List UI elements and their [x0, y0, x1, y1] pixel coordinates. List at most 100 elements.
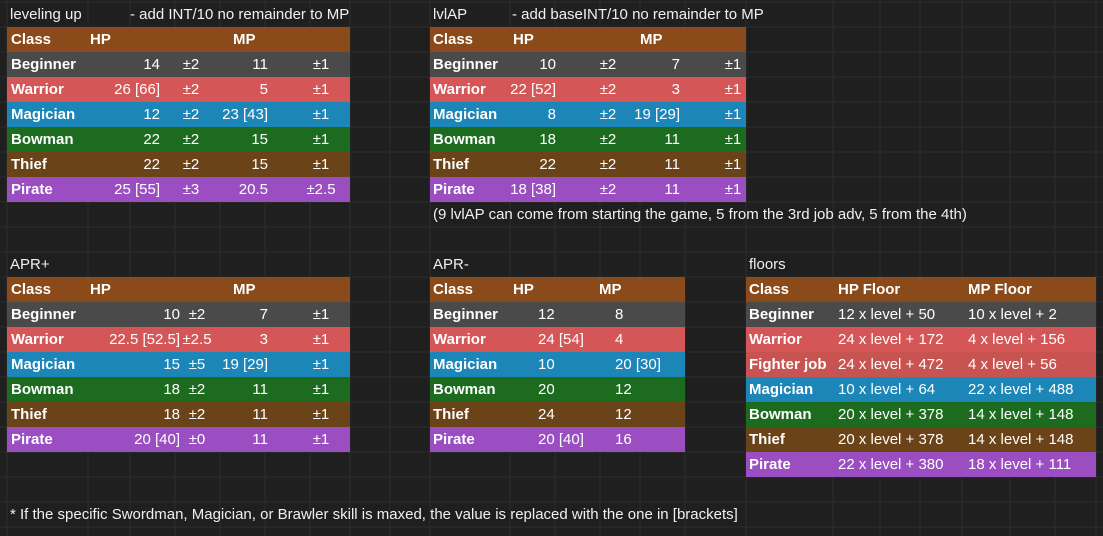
floors-row-fighter-job — [746, 352, 1096, 377]
floors-row-thief — [746, 427, 1096, 452]
apr-plus-header-mp: MP — [233, 281, 256, 298]
lvlap-magician-mpv: ±1 — [724, 106, 742, 123]
lvlap-magician-hp: 8 — [547, 106, 556, 123]
leveling-up-thief-mpv: ±1 — [312, 156, 330, 173]
apr-plus-beginner-hp: 10 — [163, 306, 180, 323]
apr-minus-title: APR- — [433, 256, 469, 273]
apr-plus-thief-mp: 11 — [252, 406, 268, 423]
leveling-up-bowman-cls: Bowman — [11, 131, 74, 148]
leveling-up-row-thief — [7, 152, 350, 177]
floors-bowman-hp: 20 x level + 378 — [838, 406, 944, 423]
lvlap-pirate-hp: 18 [38] — [510, 181, 556, 198]
apr-plus-beginner-mp: 7 — [259, 306, 268, 323]
lvlap-magician-cls: Magician — [433, 106, 498, 123]
leveling-up-pirate-mpv: ±2.5 — [306, 181, 336, 198]
leveling-up-magician-mpv: ±1 — [312, 106, 330, 123]
floors-header-class: Class — [749, 281, 790, 298]
apr-plus-row-beginner — [7, 302, 350, 327]
apr-minus-header-row — [430, 277, 685, 302]
apr-plus-bowman-hpv: ±2 — [188, 381, 206, 398]
apr-plus-bowman-hp: 18 — [163, 381, 180, 398]
apr-plus-bowman-mpv: ±1 — [312, 381, 330, 398]
lvlap-bowman-cls: Bowman — [433, 131, 496, 148]
floors-pirate-cls: Pirate — [749, 456, 791, 473]
lvlap-title: lvlAP — [433, 6, 468, 23]
apr-plus-warrior-mpv: ±1 — [312, 331, 330, 348]
lvlap-thief-mp: 11 — [664, 156, 680, 173]
apr-plus-thief-hp: 18 — [163, 406, 180, 423]
apr-plus-pirate-hpv: ±0 — [188, 431, 206, 448]
lvlap-header-class: Class — [433, 31, 474, 48]
lvlap-header-row — [430, 27, 746, 52]
leveling-up-row-magician — [7, 102, 350, 127]
apr-plus-thief-cls: Thief — [11, 406, 47, 423]
leveling-up-beginner-cls: Beginner — [11, 56, 77, 73]
lvlap-row-magician — [430, 102, 746, 127]
leveling-up-pirate-hpv: ±3 — [182, 181, 200, 198]
lvlap-bowman-mp: 11 — [664, 131, 680, 148]
leveling-up-warrior-hpv: ±2 — [182, 81, 200, 98]
apr-plus-pirate-mpv: ±1 — [312, 431, 330, 448]
leveling-up-thief-mp: 15 — [251, 156, 268, 173]
apr-plus-beginner-mpv: ±1 — [312, 306, 330, 323]
leveling-up-warrior-mp: 5 — [259, 81, 268, 98]
floors-fighter-job-hp: 24 x level + 472 — [838, 356, 944, 373]
leveling-up-warrior-hp: 26 [66] — [114, 81, 160, 98]
lvlap-beginner-mp: 7 — [671, 56, 680, 73]
lvlap-row-thief — [430, 152, 746, 177]
lvlap-warrior-mp: 3 — [671, 81, 680, 98]
apr-minus-pirate-cls: Pirate — [433, 431, 475, 448]
lvlap-header-hp: HP — [513, 31, 534, 48]
apr-minus-row-beginner — [430, 302, 685, 327]
floors-title: floors — [749, 256, 786, 273]
apr-plus-pirate-mp: 11 — [252, 431, 268, 448]
apr-plus-pirate-cls: Pirate — [11, 431, 53, 448]
floors-header-hp: HP Floor — [838, 281, 901, 298]
apr-plus-title: APR+ — [10, 256, 50, 273]
lvlap-thief-cls: Thief — [433, 156, 469, 173]
apr-plus-magician-hp: 15 — [163, 356, 180, 373]
apr-plus-beginner-cls: Beginner — [11, 306, 77, 323]
apr-plus-header-hp: HP — [90, 281, 111, 298]
apr-plus-magician-mp: 19 [29] — [222, 356, 268, 373]
apr-plus-row-magician — [7, 352, 350, 377]
apr-plus-beginner-hpv: ±2 — [188, 306, 206, 323]
leveling-up-bowman-mp: 15 — [251, 131, 268, 148]
floors-magician-cls: Magician — [749, 381, 814, 398]
leveling-up-bowman-hpv: ±2 — [182, 131, 200, 148]
lvlap-row-warrior — [430, 77, 746, 102]
apr-minus-header-hp: HP — [513, 281, 534, 298]
leveling-up-thief-cls: Thief — [11, 156, 47, 173]
apr-plus-row-pirate — [7, 427, 350, 452]
lvlap-bowman-hpv: ±2 — [599, 131, 617, 148]
apr-plus-pirate-hp: 20 [40] — [134, 431, 180, 448]
lvlap-pirate-mp: 11 — [664, 181, 680, 198]
apr-minus-bowman-cls: Bowman — [433, 381, 496, 398]
apr-minus-magician-hp: 10 — [538, 356, 555, 373]
leveling-up-row-bowman — [7, 127, 350, 152]
lvlap-beginner-hpv: ±2 — [599, 56, 617, 73]
leveling-up-row-pirate — [7, 177, 350, 202]
lvlap-header-mp: MP — [640, 31, 663, 48]
floors-magician-mp: 22 x level + 488 — [968, 381, 1074, 398]
apr-minus-warrior-hp: 24 [54] — [538, 331, 584, 348]
leveling-up-beginner-hpv: ±2 — [182, 56, 200, 73]
leveling-up-magician-cls: Magician — [11, 106, 76, 123]
floors-pirate-mp: 18 x level + 111 — [968, 456, 1072, 473]
apr-minus-pirate-mp: 16 — [615, 431, 632, 448]
floors-bowman-mp: 14 x level + 148 — [968, 406, 1074, 423]
apr-minus-beginner-hp: 12 — [538, 306, 555, 323]
apr-plus-warrior-cls: Warrior — [11, 331, 64, 348]
apr-minus-header-mp: MP — [599, 281, 622, 298]
apr-minus-beginner-mp: 8 — [615, 306, 624, 323]
lvlap-row-pirate — [430, 177, 746, 202]
apr-minus-warrior-cls: Warrior — [433, 331, 486, 348]
apr-minus-bowman-hp: 20 — [538, 381, 555, 398]
apr-minus-bowman-mp: 12 — [615, 381, 632, 398]
floors-row-magician — [746, 377, 1096, 402]
apr-plus-row-bowman — [7, 377, 350, 402]
apr-plus-warrior-mp: 3 — [259, 331, 268, 348]
leveling-up-magician-hp: 12 — [143, 106, 160, 123]
footer-note: * If the specific Swordman, Magician, or… — [10, 506, 738, 523]
floors-bowman-cls: Bowman — [749, 406, 812, 423]
